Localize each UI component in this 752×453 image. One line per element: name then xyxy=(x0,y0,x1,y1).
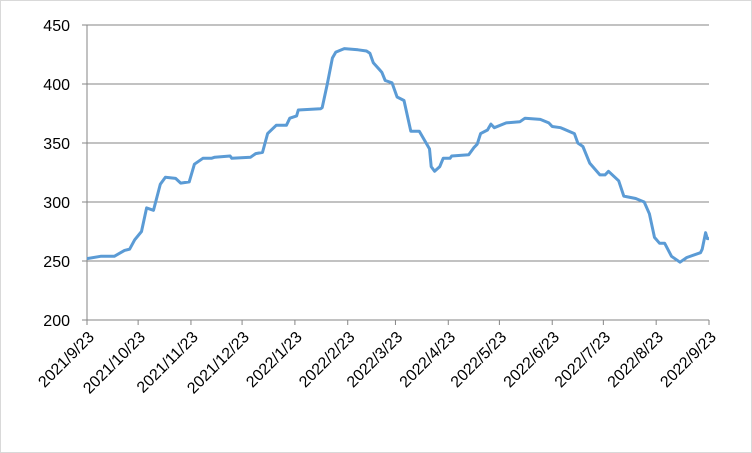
y-tick-label: 400 xyxy=(43,77,70,94)
y-tick-label: 200 xyxy=(43,313,70,330)
data-line xyxy=(86,47,709,264)
y-tick-label: 300 xyxy=(43,195,70,212)
y-tick-label: 250 xyxy=(43,254,70,271)
y-tick-label: 350 xyxy=(43,136,70,153)
y-tick-label: 450 xyxy=(43,18,70,35)
